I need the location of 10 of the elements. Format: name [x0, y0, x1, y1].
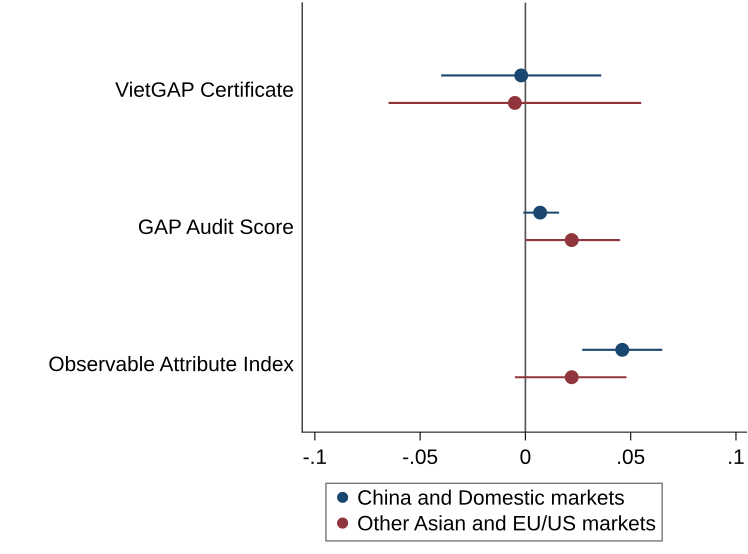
- legend-label: Other Asian and EU/US markets: [358, 515, 656, 531]
- legend-label: China and Domestic markets: [358, 490, 624, 505]
- x-tick-label: 0: [520, 449, 530, 464]
- x-tick-label: -.1: [304, 450, 326, 464]
- x-tick-label: .05: [618, 449, 644, 464]
- y-tick-label: GAP Audit Score: [138, 218, 293, 234]
- x-tick-label: -.05: [403, 449, 438, 464]
- y-tick-label: VietGAP Certificate: [115, 82, 293, 97]
- y-tick-label: Observable Attribute Index: [49, 356, 294, 372]
- x-tick-label: .1: [729, 450, 744, 464]
